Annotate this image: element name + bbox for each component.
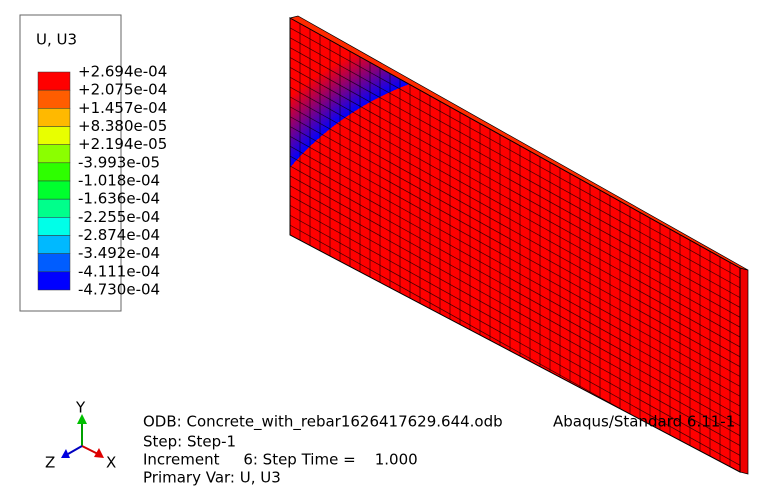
legend-swatch [37, 162, 71, 182]
triad-z: Z [45, 454, 55, 472]
side-face [739, 267, 749, 475]
mesh-line [290, 76, 740, 328]
mesh-line [290, 195, 740, 446]
mesh-line [290, 47, 740, 298]
odb-name: ODB: Concrete_with_rebar1626417629.644.o… [143, 413, 503, 432]
legend-label: -2.255e-04 [78, 208, 160, 226]
legend-label: -4.730e-04 [78, 281, 160, 299]
solver-version: Abaqus/Standard 6.11-1 [553, 413, 735, 431]
legend-swatch [37, 71, 71, 91]
triad: Y Z X [45, 399, 116, 472]
legend-label: -1.018e-04 [78, 172, 160, 190]
mesh-line [290, 155, 740, 407]
legend-swatch [37, 235, 71, 254]
mesh-line [290, 116, 740, 367]
legend-swatch [37, 217, 71, 236]
mesh-line [290, 106, 740, 358]
legend-title: U, U3 [36, 31, 77, 49]
legend-swatch [37, 271, 71, 291]
mesh-line [290, 27, 740, 279]
legend-label: +2.194e-05 [78, 135, 167, 153]
mesh-line [290, 126, 740, 377]
legend-swatch [37, 144, 71, 164]
mesh-line [290, 165, 740, 417]
triad-x: X [106, 454, 116, 472]
legend-label: +1.457e-04 [78, 99, 167, 117]
legend-label: -4.111e-04 [78, 262, 160, 280]
legend-label: +2.075e-04 [78, 81, 167, 99]
legend-label: -1.636e-04 [78, 190, 160, 208]
mesh-line [290, 37, 740, 289]
legend: +2.694e-04+2.075e-04+1.457e-04+8.380e-05… [37, 63, 167, 299]
mesh-line [290, 185, 740, 436]
legend-swatch [37, 198, 71, 218]
mesh [290, 23, 740, 472]
primary-variable: Primary Var: U, U3 [143, 469, 281, 487]
legend-label: -3.492e-04 [78, 244, 160, 262]
legend-label: +2.694e-04 [78, 63, 167, 81]
mesh-line [290, 136, 740, 387]
legend-box [19, 14, 122, 312]
legend-label: +8.380e-05 [78, 117, 167, 135]
mesh-line [290, 214, 740, 466]
triad-y: Y [75, 399, 86, 417]
mesh-line [290, 86, 740, 338]
legend-swatch [37, 89, 71, 109]
legend-swatch [37, 126, 71, 145]
legend-swatch [37, 253, 71, 273]
legend-swatch [37, 180, 71, 200]
legend-swatch [37, 108, 71, 127]
face-outline [289, 17, 741, 473]
mesh-line [290, 96, 740, 348]
mesh-line [290, 57, 740, 308]
increment-info: Increment 6: Step Time = 1.000 [143, 451, 418, 469]
front-face [290, 18, 740, 472]
mesh-line [290, 67, 740, 318]
legend-label: -3.993e-05 [78, 153, 160, 171]
model [289, 15, 749, 475]
mesh-line [290, 145, 740, 397]
mesh-line [290, 175, 740, 427]
mesh-line [290, 205, 740, 456]
step-name: Step: Step-1 [143, 433, 236, 451]
legend-label: -2.874e-04 [78, 226, 160, 244]
